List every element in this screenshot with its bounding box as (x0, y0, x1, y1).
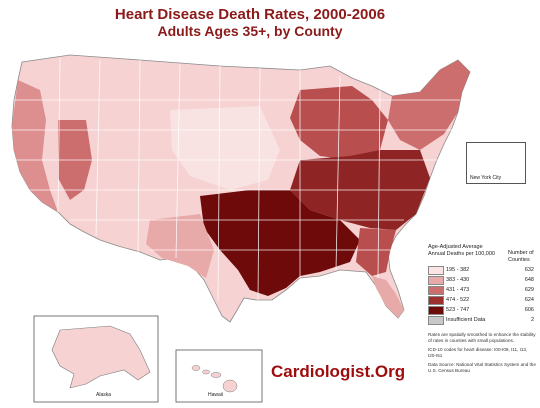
icd-note: ICD-10 codes for heart disease: I00-I09,… (428, 347, 528, 358)
legend-swatch (428, 296, 444, 305)
title-line-1: Heart Disease Death Rates, 2000-2006 (114, 6, 386, 23)
legend-header-rate: Age-Adjusted Average Annual Deaths per 1… (428, 244, 495, 257)
legend-row: 195 - 382 632 (428, 266, 534, 275)
legend-label: Insufficient Data (446, 317, 486, 323)
legend-row: 431 - 473 629 (428, 286, 534, 295)
nyc-inset-label: New York City (470, 175, 502, 181)
legend-count: 606 (524, 307, 534, 313)
legend-swatch (428, 276, 444, 285)
texas-west-region (146, 214, 214, 278)
legend-swatch (428, 286, 444, 295)
alaska-shape (51, 325, 151, 389)
legend-count: 632 (524, 267, 534, 273)
legend-row: 383 - 430 648 (428, 276, 534, 285)
state-boundaries (12, 57, 460, 301)
legend-count: 624 (524, 297, 534, 303)
plains-light-region (170, 106, 280, 190)
data-source-note: Data Source: National Vital Statistics S… (428, 362, 536, 373)
southeast-coast-region (356, 228, 396, 276)
legend-row: 523 - 747 606 (428, 306, 534, 315)
west-coast-region (12, 80, 58, 212)
legend-row: Insufficient Data 2 (428, 316, 534, 325)
south-central-region (200, 190, 360, 296)
legend-label: 431 - 473 (446, 287, 470, 293)
map-title: Heart Disease Death Rates, 2000-2006 Adu… (0, 6, 500, 40)
legend-swatch (428, 306, 444, 315)
hawaii-islands (191, 365, 238, 393)
legend-row: 474 - 522 624 (428, 296, 534, 305)
legend-count: 648 (524, 277, 534, 283)
legend-count: 629 (524, 287, 534, 293)
nyc-inset: New York City (466, 142, 526, 184)
title-line-2: Adults Ages 35+, by County (157, 23, 343, 39)
legend-label: 383 - 430 (446, 277, 470, 283)
alaska-label: Alaska (96, 392, 112, 398)
hawaii-label: Hawaii (208, 392, 224, 398)
legend-label: 523 - 747 (446, 307, 470, 313)
legend-swatch (428, 316, 444, 325)
legend-label: 195 - 382 (446, 267, 470, 273)
brand-watermark: Cardiologist.Org (271, 362, 406, 381)
map-notes: Rates are spatially smoothed to enhance … (428, 332, 536, 378)
northeast-region (388, 60, 470, 150)
legend-swatch (428, 266, 444, 275)
florida-region (372, 276, 404, 318)
legend-label: 474 - 522 (446, 297, 470, 303)
smoothing-note: Rates are spatially smoothed to enhance … (428, 332, 536, 343)
legend-header-counties: Number of Counties (508, 250, 534, 263)
legend-count: 2 (530, 317, 534, 323)
